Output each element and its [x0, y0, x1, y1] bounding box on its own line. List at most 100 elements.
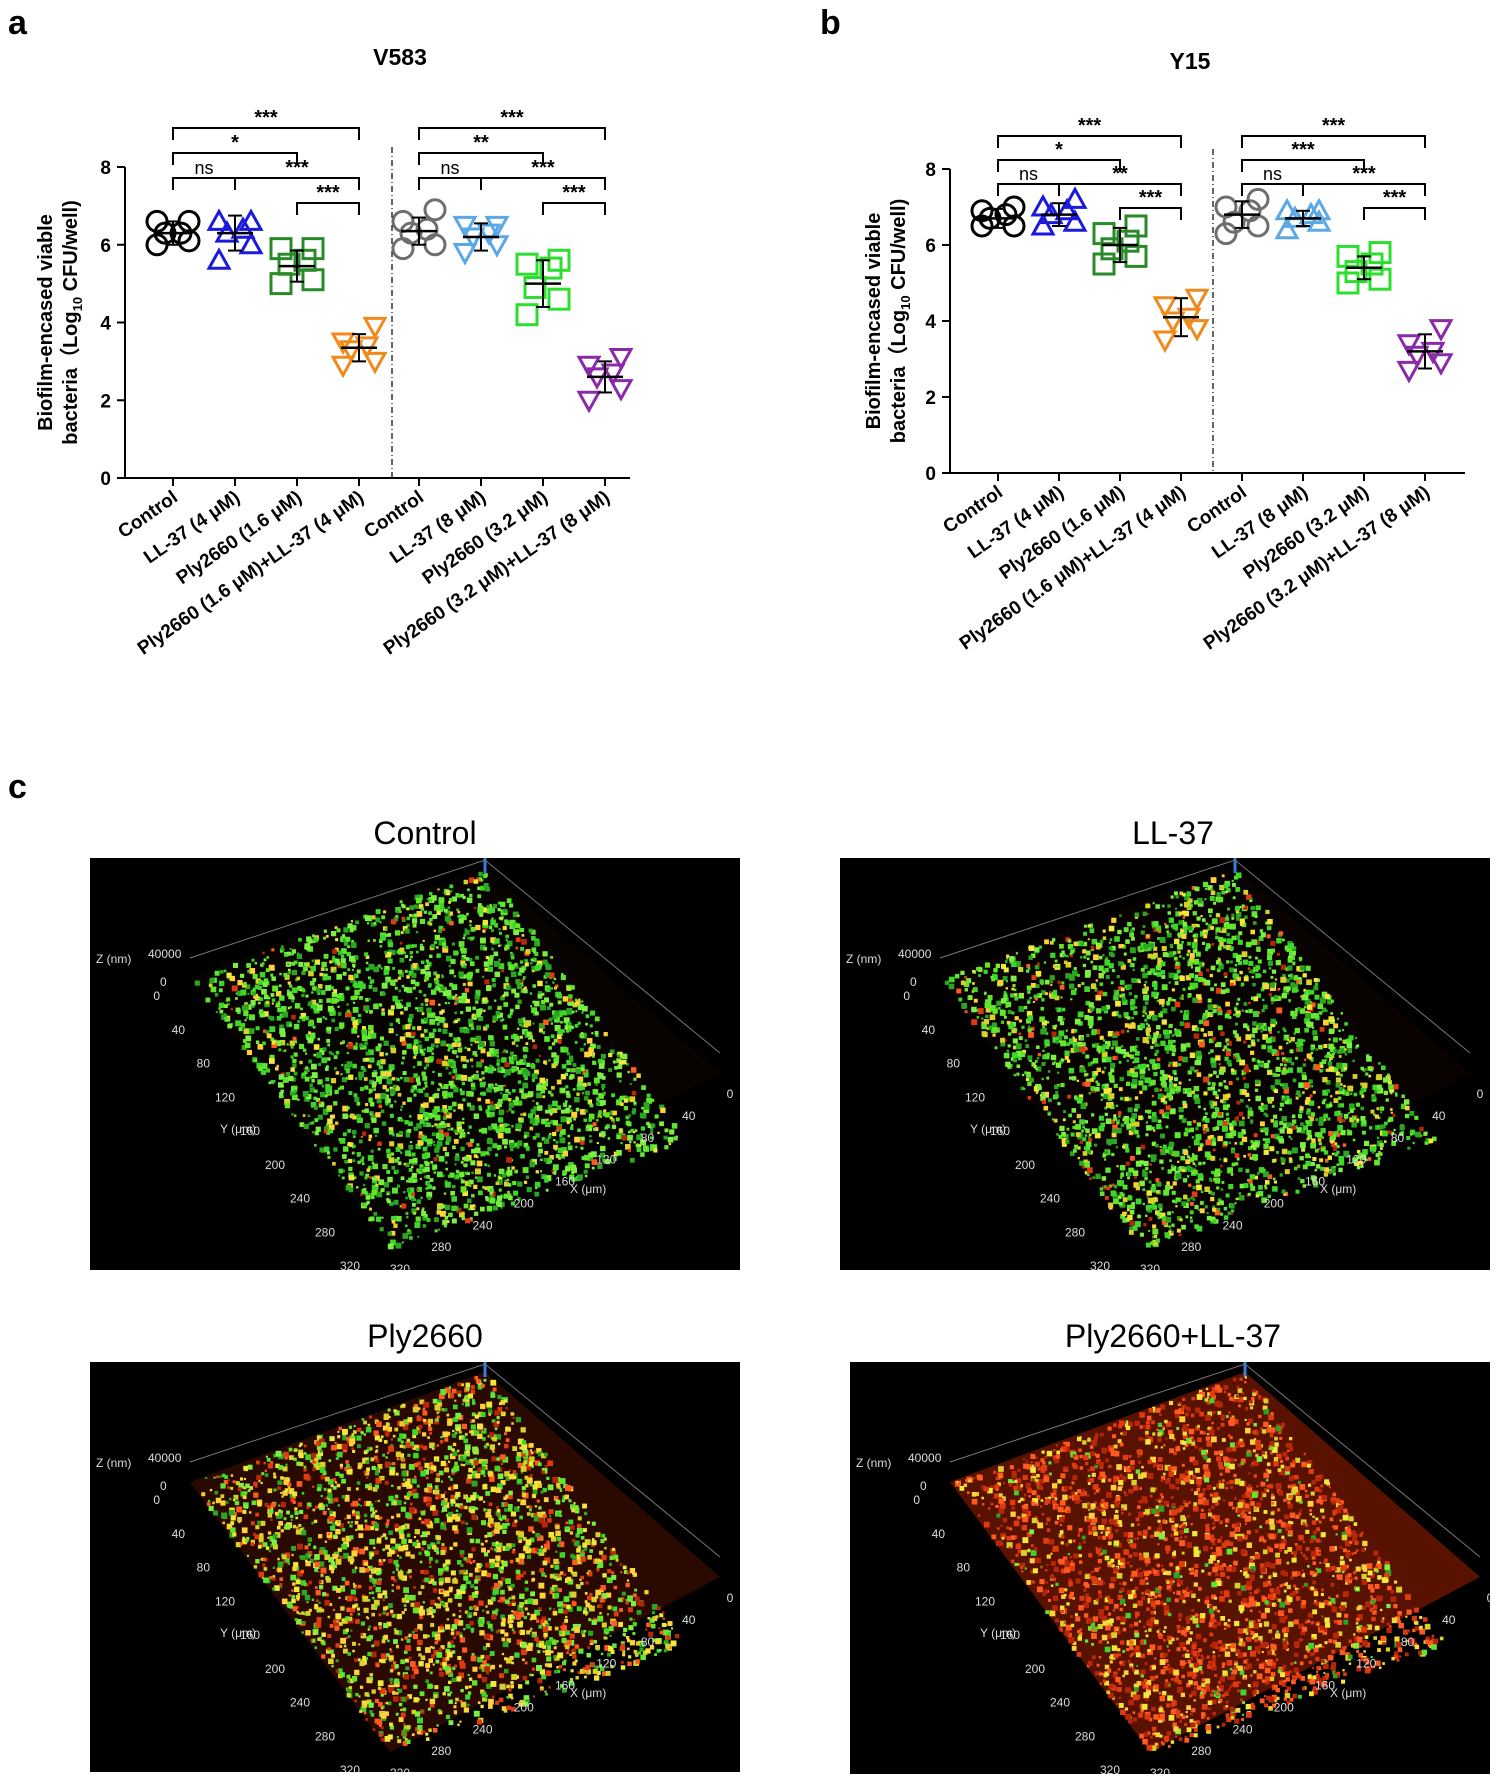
chart-b-significance-label: ns: [1263, 164, 1282, 184]
chart-a-point: [415, 217, 439, 241]
micrograph-title-ply2660: Ply2660: [367, 1318, 483, 1354]
x-tick-label: 40: [682, 1109, 696, 1123]
chart-b-significance-label: ***: [1078, 115, 1102, 137]
x-tick-label: 280: [431, 1240, 451, 1254]
x-tick-label: 120: [1346, 1153, 1366, 1167]
chart-b-point: [1092, 222, 1116, 246]
chart-a-significance-bracket: [296, 202, 360, 215]
chart-a-significance-label: ns: [194, 158, 213, 178]
chart-b-significance-label: **: [1112, 163, 1128, 185]
z-tick-label: 40000: [148, 1451, 182, 1465]
micrograph-control: Z (nm) 40000 0 0 40 80 120 160 200 240 280 320 Y (μm…: [90, 858, 740, 1270]
z-axis-label: Z (nm): [96, 1456, 131, 1470]
chart-a-ytick-label: 6: [100, 236, 111, 257]
chart-b-ytick-label: 0: [925, 464, 936, 485]
x-tick-label: 200: [514, 1700, 534, 1714]
chart-b-significance-label: ***: [1322, 115, 1346, 137]
chart-b-significance-bracket: [997, 159, 1121, 172]
y-tick-label: 280: [315, 1225, 335, 1239]
z-axis-label: Z (nm): [846, 952, 881, 966]
y-tick-label: 240: [1050, 1696, 1070, 1710]
chart-b-point: [970, 214, 994, 238]
chart-a-point: [399, 221, 423, 245]
y-tick-label: 120: [965, 1090, 985, 1104]
chart-a-point: [476, 223, 502, 247]
chart-a-point: [608, 347, 634, 371]
chart-b-point: [1368, 267, 1392, 291]
y-tick-label: 0: [913, 1493, 920, 1507]
chart-b-point: [1030, 212, 1056, 236]
chart-a-significance-label: ***: [562, 182, 586, 204]
x-tick-label: 80: [641, 1131, 655, 1145]
z-tick-label: 40000: [908, 1451, 942, 1465]
y-tick-label: 0: [153, 1493, 160, 1507]
y-tick-label: 160: [240, 1124, 260, 1138]
chart-b-ytick-label: 2: [925, 388, 936, 409]
x-tick-label: 200: [1264, 1196, 1284, 1210]
z-tick-label: 0: [910, 975, 917, 989]
x-tick-label: 0: [1487, 1591, 1490, 1605]
chart-a-point: [523, 276, 547, 300]
micrograph-ll37: Z (nm) 40000 0 0 40 80 120 160 200 240 280 320 Y (μm…: [840, 858, 1490, 1270]
chart-b-point: [1152, 296, 1178, 319]
chart-a-point: [452, 243, 478, 266]
x-tick-label: 240: [1232, 1722, 1252, 1736]
chart-a-significance-bracket: [418, 127, 606, 140]
chart-a-point: [515, 303, 539, 327]
chart-b-significance-bracket: [1058, 183, 1182, 196]
y-tick-label: 280: [315, 1729, 335, 1743]
z-tick-label: 0: [160, 975, 167, 989]
chart-a-ylabel-line1: Biofilm-encased viable: [35, 214, 57, 431]
chart-a-significance-bracket: [480, 177, 606, 190]
y-tick-label: 80: [957, 1561, 971, 1575]
chart-b-point: [1124, 244, 1148, 268]
biofilm-surface: [190, 1372, 720, 1752]
x-tick-label: 0: [727, 1591, 734, 1605]
chart-a-significance-label: ***: [316, 182, 340, 204]
micrograph-title-ply2660-ll37: Ply2660+LL-37: [1064, 1318, 1282, 1354]
x-tick-label: 120: [1356, 1657, 1376, 1671]
x-tick-label: 0: [727, 1087, 734, 1101]
chart-b-significance-bracket: [997, 135, 1182, 148]
chart-a-significance-label: ***: [254, 107, 278, 129]
chart-b-point: [1214, 222, 1238, 246]
x-axis-label: X (μm): [1320, 1182, 1356, 1196]
chart-b-point: [1344, 260, 1368, 284]
chart-a-point: [452, 215, 478, 239]
chart-b-point: [1116, 229, 1140, 253]
chart-a-significance-label: *: [231, 132, 239, 154]
y-tick-label: 120: [975, 1594, 995, 1608]
x-tick-label: 160: [1315, 1679, 1335, 1693]
chart-b-point: [1100, 237, 1124, 261]
chart-b-point: [1238, 199, 1262, 223]
chart-b-point: [1428, 319, 1454, 342]
chart-b-point: [1368, 241, 1392, 265]
y-tick-label: 160: [990, 1124, 1010, 1138]
chart-b-significance-label: ***: [1291, 139, 1315, 161]
z-tick-label: 40000: [898, 947, 932, 961]
chart-a-point: [484, 215, 510, 239]
chart-b-point: [1054, 197, 1080, 221]
y-axis-label: Y (μm): [220, 1626, 256, 1640]
panel-label-a: a: [8, 4, 27, 42]
chart-a-point: [608, 379, 634, 402]
chart-a-significance-bracket: [234, 177, 360, 190]
chart-a-point: [238, 231, 264, 255]
chart-a-point: [238, 208, 264, 231]
panel-label-c: c: [8, 768, 27, 806]
chart-a-point: [423, 198, 447, 222]
x-tick-label: 320: [1150, 1766, 1170, 1774]
y-tick-label: 200: [265, 1158, 285, 1172]
chart-a-point: [600, 363, 626, 387]
y-tick-label: 120: [215, 1594, 235, 1608]
chart-b-point: [1184, 288, 1210, 312]
chart-b-significance-bracket: [1302, 183, 1426, 196]
chart-a-point: [330, 355, 356, 379]
x-tick-label: 280: [1181, 1240, 1201, 1254]
y-tick-label: 240: [290, 1192, 310, 1206]
y-tick-label: 200: [1015, 1158, 1035, 1172]
chart-b-point: [1428, 353, 1454, 376]
